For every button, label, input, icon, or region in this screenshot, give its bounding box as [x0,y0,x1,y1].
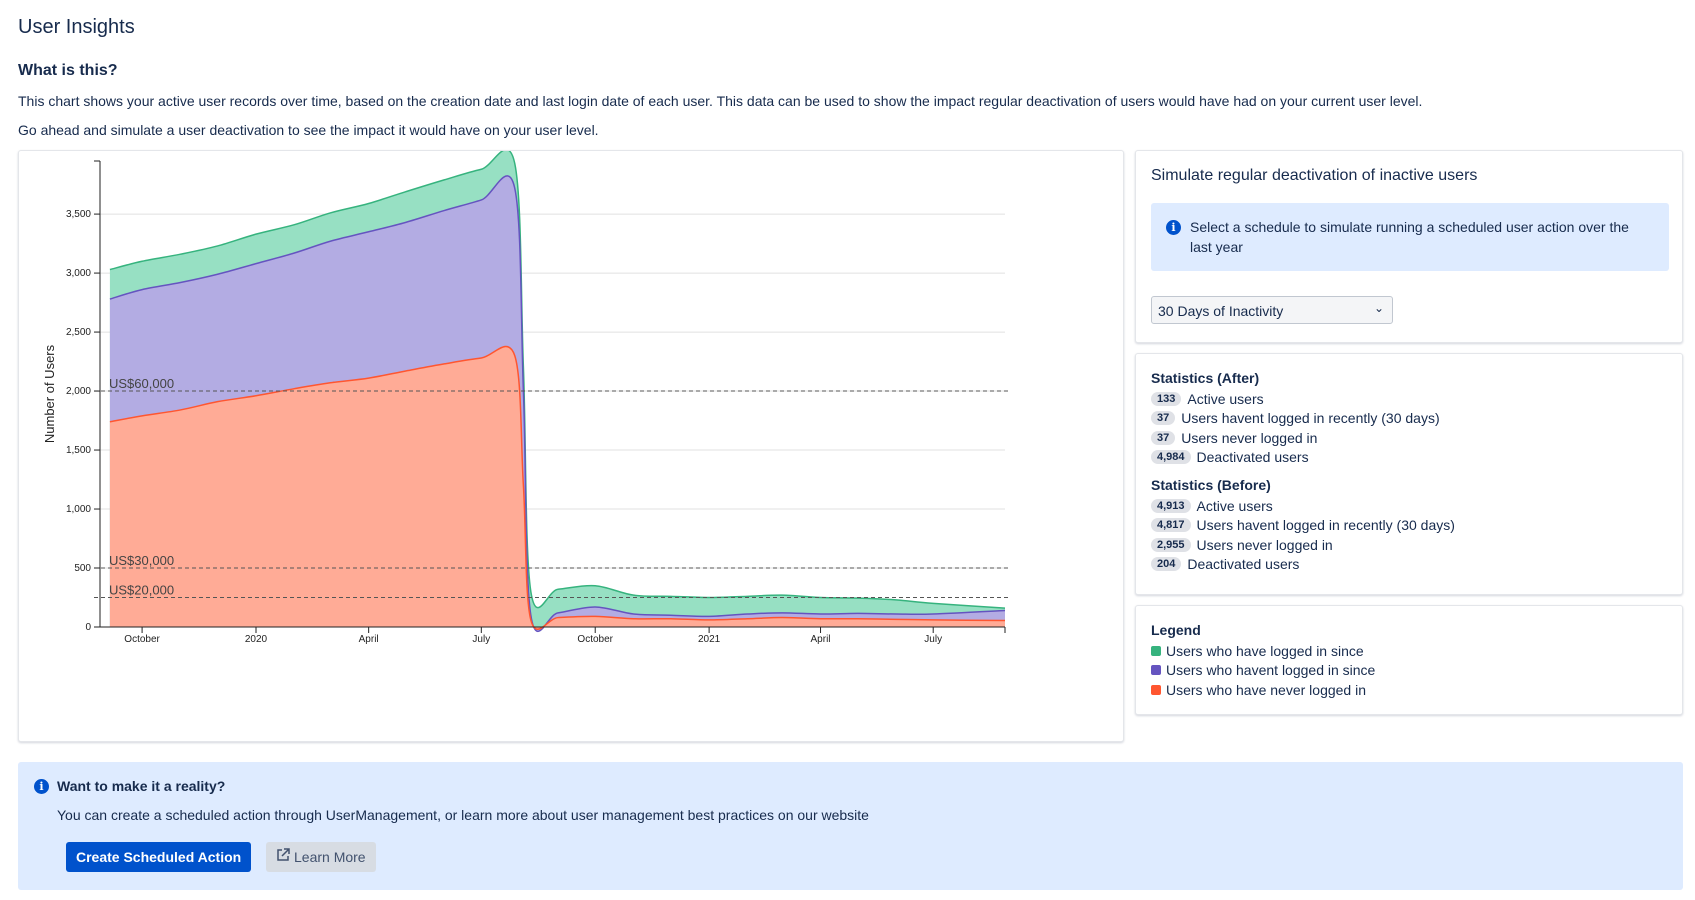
y-tick-label: 500 [74,563,91,574]
count-badge: 133 [1151,391,1182,406]
statistics-after: Statistics (After) 133 Active users 37 Use… [1151,370,1440,467]
legend-swatch [1151,665,1161,676]
cta-banner: i Want to make it a reality? You can cre… [18,762,1683,890]
stat-label: Deactivated users [1187,556,1300,573]
count-badge: 4,817 [1151,518,1191,533]
description-text-2: Go ahead and simulate a user deactivatio… [18,122,599,138]
y-tick-label: 3,500 [66,209,91,220]
legend-swatch [1151,645,1161,656]
cta-title: Want to make it a reality? [57,778,226,794]
y-axis-label: Number of Users [42,344,57,443]
stat-label: Active users [1196,497,1273,514]
learn-more-button[interactable]: Learn More [266,842,376,872]
count-badge: 37 [1151,430,1176,445]
simulate-title: Simulate regular deactivation of inactiv… [1151,167,1478,184]
simulate-info-text: Select a schedule to simulate running a … [1190,219,1629,255]
x-tick-label: October [577,634,613,645]
page-title: User Insights [18,16,135,38]
chart-card: US$60,000 US$30,000 US$20,000 0 500 1,000 1,50… [18,150,1124,742]
create-scheduled-action-button[interactable]: Create Scheduled Action [66,842,252,872]
chevron-down-icon: ⌄ [1373,301,1384,315]
legend-label: Users who have never logged in [1166,681,1367,698]
x-tick-label: April [359,634,379,645]
simulate-card: Simulate regular deactivation of inactiv… [1135,150,1683,343]
stat-label: Users havent logged in recently (30 days… [1181,410,1440,427]
y-tick-label: 1,000 [66,504,91,515]
simulate-info-banner: i Select a schedule to simulate running … [1151,203,1669,271]
statistics-before: Statistics (Before) 4,913 Active users 4,… [1151,477,1455,574]
stat-row: 2,955 Users never logged in [1151,535,1455,555]
legend-swatch [1151,684,1161,695]
external-link-icon [276,842,290,872]
y-tick-label: 2,000 [66,386,91,397]
x-tick-label: April [811,634,831,645]
stat-label: Users never logged in [1196,536,1333,553]
section-title: What is this? [18,62,118,79]
schedule-select-value: 30 Days of Inactivity [1158,303,1284,319]
statistics-after-title: Statistics (After) [1151,370,1260,386]
y-tick-label: 1,500 [66,445,91,456]
learn-more-label: Learn More [294,849,366,865]
info-icon: i [1166,220,1181,235]
stat-label: Users never logged in [1181,429,1318,446]
stat-row: 37 Users never logged in [1151,428,1440,448]
stat-label: Users havent logged in recently (30 days… [1196,517,1455,534]
legend-title: Legend [1151,622,1201,638]
legend-label: Users who havent logged in since [1166,662,1376,679]
x-tick-label: October [124,634,160,645]
count-badge: 4,913 [1151,498,1191,513]
statistics-before-title: Statistics (Before) [1151,477,1271,493]
legend-card: Legend Users who have logged in since Us… [1135,605,1683,715]
stat-row: 37 Users havent logged in recently (30 da… [1151,409,1440,429]
legend-item: Users who have logged in since [1151,641,1375,661]
reference-label: US$20,000 [109,583,174,598]
count-badge: 2,955 [1151,537,1191,552]
y-tick-label: 0 [85,622,91,633]
schedule-select[interactable]: 30 Days of Inactivity ⌄ [1151,296,1393,324]
x-tick-label: July [924,634,942,645]
stat-row: 204 Deactivated users [1151,555,1455,575]
stat-row: 4,984 Deactivated users [1151,448,1440,468]
stat-row: 4,913 Active users [1151,496,1455,516]
y-tick-label: 2,500 [66,327,91,338]
cta-text: You can create a scheduled action throug… [57,807,869,823]
statistics-card: Statistics (After) 133 Active users 37 Use… [1135,353,1683,595]
x-tick-label: 2021 [698,634,721,645]
series-line-havent [109,175,1006,633]
reference-label: US$30,000 [109,553,174,568]
count-badge: 4,984 [1151,450,1191,465]
area-never [109,346,1006,630]
legend-item: Users who havent logged in since [1151,661,1375,681]
legend-item: Users who have never logged in [1151,680,1375,700]
count-badge: 37 [1151,411,1176,426]
series-line-never [109,345,1006,630]
y-tick-label: 3,000 [66,268,91,279]
reference-label: US$60,000 [109,376,174,391]
description-text: This chart shows your active user record… [18,93,1423,109]
count-badge: 204 [1151,557,1182,572]
legend-label: Users who have logged in since [1166,642,1364,659]
x-tick-label: July [472,634,490,645]
stat-row: 133 Active users [1151,389,1440,409]
info-icon: i [34,779,49,794]
user-insights-chart: US$60,000 US$30,000 US$20,000 0 500 1,000 1,50… [42,151,1010,645]
legend: Legend Users who have logged in since Us… [1151,622,1375,700]
x-tick-label: 2020 [245,634,268,645]
stat-label: Active users [1187,390,1264,407]
stat-row: 4,817 Users havent logged in recently (30… [1151,516,1455,536]
stat-label: Deactivated users [1196,449,1309,466]
